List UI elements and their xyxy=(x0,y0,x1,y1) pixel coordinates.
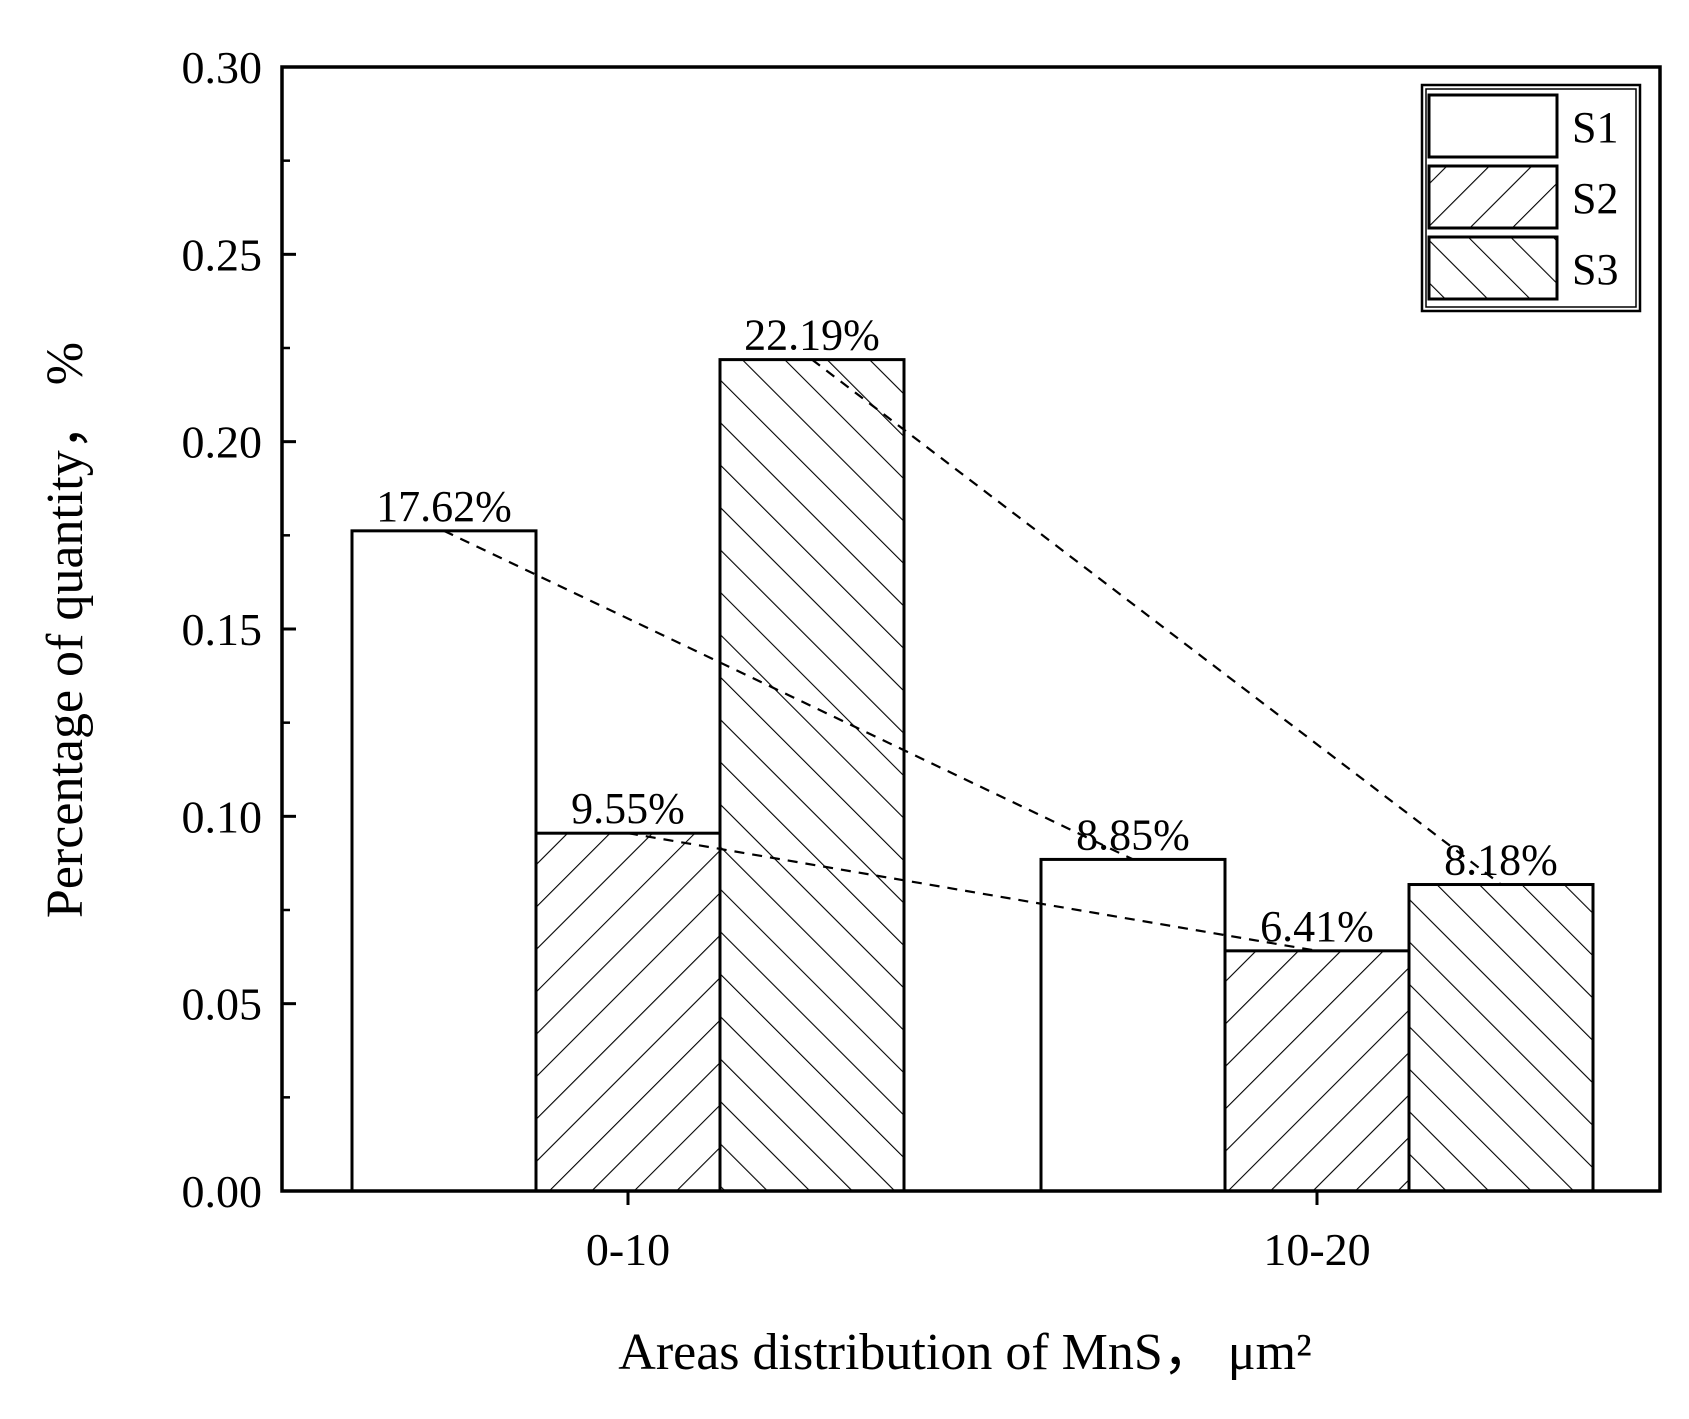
y-tick-label: 0.00 xyxy=(182,1166,263,1217)
y-axis-title: Percentage of quantity， % xyxy=(37,342,94,918)
y-tick-label: 0.25 xyxy=(182,229,263,280)
axes-layer: 0.00 0.05 0.10 0.15 0.20 0.25 0.30 0-10 10-20 xyxy=(182,42,1662,1275)
bar-s3-0-10 xyxy=(718,358,906,1193)
data-label-s2-0-10: 9.55% xyxy=(571,784,685,833)
y-tick-label: 0.10 xyxy=(182,791,263,842)
legend-label-s1: S1 xyxy=(1572,103,1618,152)
y-tick-label: 0.05 xyxy=(182,979,263,1030)
x-tick-label: 10-20 xyxy=(1263,1224,1370,1275)
legend-swatch-s1 xyxy=(1427,93,1559,159)
y-tick-label: 0.20 xyxy=(182,417,263,468)
trend-line-s3 xyxy=(811,358,1502,886)
trend-line-s1 xyxy=(443,529,1134,861)
legend-swatch-s2 xyxy=(1427,164,1559,230)
data-label-s1-0-10: 17.62% xyxy=(376,482,512,531)
bar-s2-10-20 xyxy=(1223,949,1411,1193)
data-label-s1-10-20: 8.85% xyxy=(1076,810,1190,859)
data-label-s2-10-20: 6.41% xyxy=(1260,902,1374,951)
data-label-s3-0-10: 22.19% xyxy=(744,311,880,360)
data-labels-layer: 17.62% 8.85% 9.55% 6.41% 22.19% 8.18% xyxy=(376,311,1558,951)
legend-inner-border xyxy=(1425,88,1637,308)
legend: S1 S2 S3 xyxy=(1420,83,1642,313)
data-label-s3-10-20: 8.18% xyxy=(1444,836,1558,885)
x-tick-label: 0-10 xyxy=(586,1224,670,1275)
trend-line-s2 xyxy=(627,832,1318,952)
bar-s2-0-10 xyxy=(534,831,722,1193)
legend-label-s3: S3 xyxy=(1572,245,1618,294)
legend-label-s2: S2 xyxy=(1572,174,1618,223)
x-axis-title: Areas distribution of MnS， μm² xyxy=(618,1324,1311,1381)
bar-s1-10-20 xyxy=(1039,857,1227,1193)
legend-swatch-s3 xyxy=(1427,235,1559,301)
bar-s1-0-10 xyxy=(350,529,538,1193)
y-tick-label: 0.30 xyxy=(182,42,263,93)
bar-s3-10-20 xyxy=(1407,883,1595,1193)
trend-lines-layer xyxy=(443,358,1502,952)
y-tick-label: 0.15 xyxy=(182,604,263,655)
bars-layer xyxy=(350,358,1595,1193)
